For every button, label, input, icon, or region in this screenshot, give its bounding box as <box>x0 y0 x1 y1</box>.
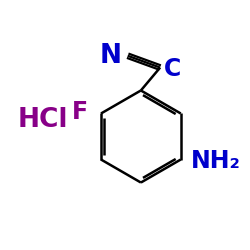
Text: NH₂: NH₂ <box>191 149 241 173</box>
Text: HCl: HCl <box>18 108 68 134</box>
Text: F: F <box>72 100 88 124</box>
Text: C: C <box>164 57 182 81</box>
Text: N: N <box>99 43 121 69</box>
